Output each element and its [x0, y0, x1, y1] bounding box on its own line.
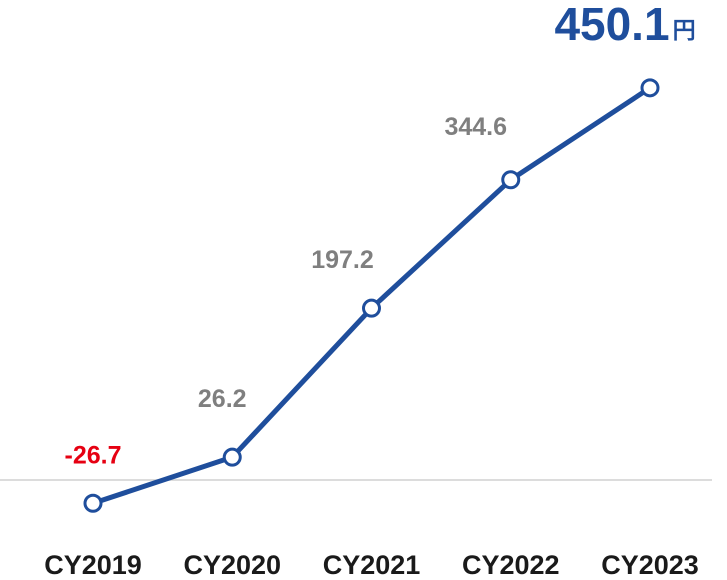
value-label: 26.2	[198, 385, 247, 413]
x-tick-label: CY2022	[462, 550, 560, 580]
marker	[83, 493, 103, 513]
unit-label: 円	[673, 17, 696, 43]
x-tick-label: CY2019	[44, 550, 142, 580]
value-label: 344.6	[444, 113, 507, 141]
marker	[222, 447, 242, 467]
x-tick-label: CY2023	[601, 550, 699, 580]
value-label: -26.7	[65, 441, 122, 469]
marker	[501, 170, 521, 190]
x-tick-label: CY2020	[183, 550, 281, 580]
value-label: 450.1	[554, 0, 669, 50]
marker	[640, 78, 660, 98]
x-tick-label: CY2021	[323, 550, 421, 580]
marker	[362, 298, 381, 318]
line	[92, 85, 652, 506]
value-label: 197.2	[311, 246, 374, 274]
